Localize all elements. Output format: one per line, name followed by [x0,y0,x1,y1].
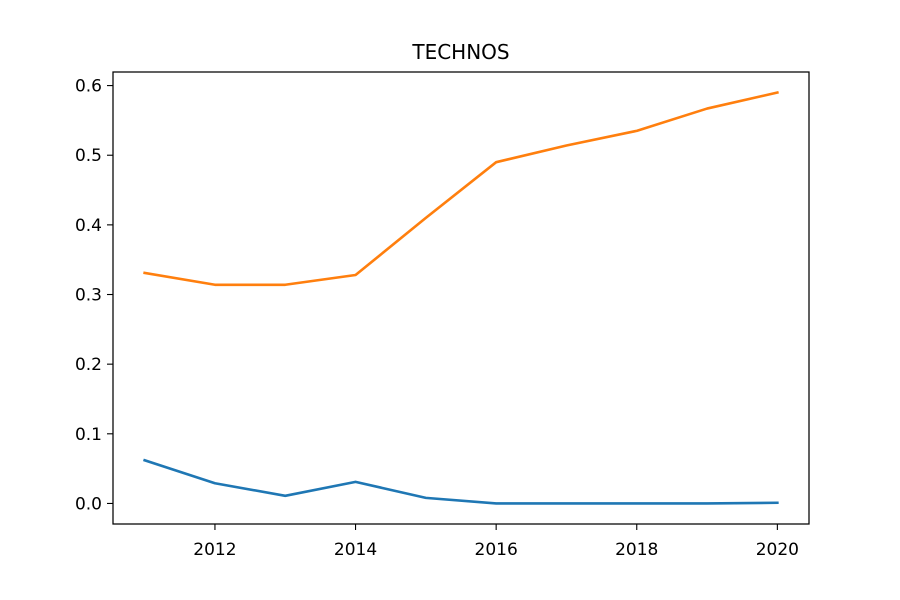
y-tick-label: 0.5 [75,146,102,166]
series-line-1 [143,458,779,505]
y-axis: 0.0 0.1 0.2 0.3 0.4 0.5 0.6 [75,77,113,514]
y-tick-label: 0.6 [75,77,102,97]
x-axis: 2012 2014 2016 2018 2020 [193,524,799,560]
y-tick-label: 0.2 [75,355,102,375]
x-tick-label: 2016 [475,540,518,560]
plot-frame [112,71,810,525]
series-line-2 [143,90,779,287]
x-tick-label: 2014 [334,540,377,560]
x-tick-label: 2012 [193,540,236,560]
chart-title: TECHNOS [411,40,509,64]
y-tick-label: 0.0 [75,494,102,514]
x-tick-label: 2018 [615,540,658,560]
x-tick-label: 2020 [756,540,799,560]
y-tick-label: 0.4 [75,216,102,236]
series-layer [143,90,779,505]
y-tick-label: 0.3 [75,286,102,306]
y-tick-label: 0.1 [75,425,102,445]
